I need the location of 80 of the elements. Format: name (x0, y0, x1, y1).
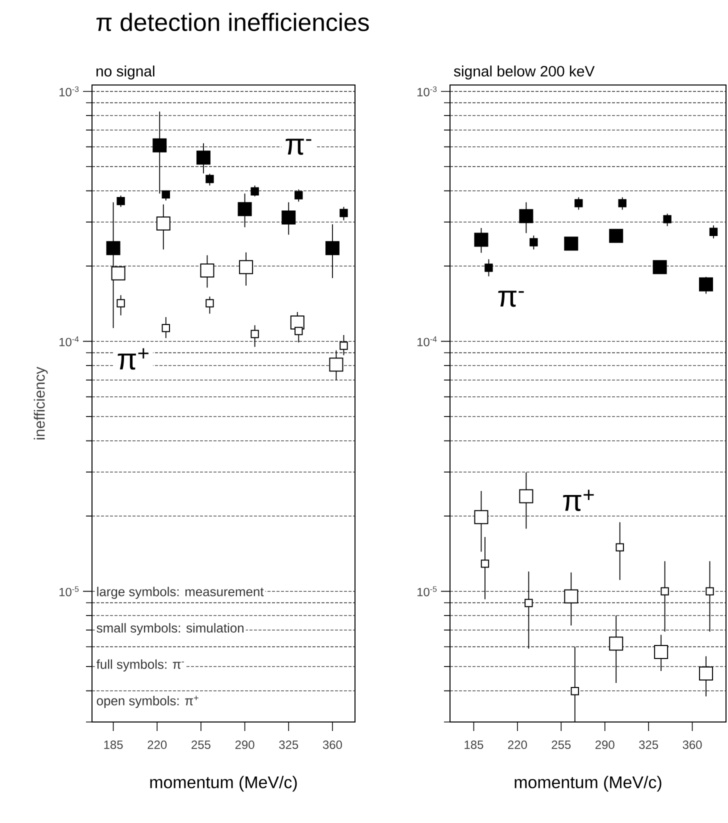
x-tick-label: 255 (192, 740, 210, 749)
point (652, 260, 667, 274)
point (519, 489, 534, 504)
y-tick-label: 10$^{-4}$ (60, 336, 79, 346)
x-tick-label: 360 (682, 740, 702, 749)
point (519, 209, 534, 224)
annotation: π$^{+}$ (563, 490, 594, 512)
y-tick-label: 10$^{-5}$ (418, 586, 437, 596)
chart-subtitle: no signal (96, 66, 154, 80)
annotation: full symbols: π$^{-}$ (96, 659, 184, 672)
annotation: open symbols: π$^{+}$ (96, 696, 198, 708)
point (663, 215, 672, 224)
point (660, 587, 669, 596)
x-tick-label: 325 (639, 740, 658, 749)
point (206, 174, 214, 184)
annotation: small symbols: simulation (96, 623, 244, 636)
point (340, 208, 348, 218)
point (706, 587, 714, 596)
point (239, 260, 254, 274)
point (574, 199, 583, 208)
point (699, 277, 714, 292)
x-axis-title: momentum (MeV/c) (150, 776, 297, 792)
point (654, 644, 668, 659)
point (116, 299, 125, 308)
point (484, 264, 493, 272)
y-tick-label: 10$^{-3}$ (418, 86, 437, 96)
point (524, 598, 533, 608)
point (206, 299, 214, 308)
point (616, 543, 624, 552)
y-tick-label: 10$^{-3}$ (60, 86, 79, 96)
y-tick-label: 10$^{-5}$ (60, 586, 79, 596)
y-tick-label: 10$^{-4}$ (418, 336, 437, 346)
point (699, 666, 714, 681)
point (609, 636, 624, 651)
point (196, 150, 210, 165)
point (250, 330, 259, 338)
annotation: π$^{-}$ (498, 290, 524, 307)
point (250, 187, 259, 196)
point (474, 510, 488, 524)
point (325, 241, 340, 256)
point (162, 324, 170, 332)
x-tick-label: 290 (595, 740, 614, 749)
point (238, 202, 252, 216)
point (618, 199, 626, 208)
point (111, 266, 126, 280)
point (294, 191, 303, 200)
point (200, 264, 214, 278)
point (106, 241, 120, 256)
point (564, 236, 578, 251)
point (530, 238, 538, 246)
x-tick-label: 290 (235, 740, 254, 749)
x-tick-label: 255 (552, 740, 571, 749)
annotation: π$^{-}$ (286, 138, 312, 155)
point (156, 216, 170, 231)
point (709, 228, 718, 236)
x-tick-label: 325 (279, 740, 298, 749)
point (564, 589, 578, 604)
point (116, 196, 125, 206)
x-tick-label: 185 (104, 740, 123, 749)
x-tick-label: 360 (322, 740, 342, 749)
x-axis-title: momentum (MeV/c) (514, 776, 662, 792)
point (290, 315, 304, 330)
chart-title: π detection inefficiencies (96, 12, 369, 32)
point (294, 326, 303, 336)
annotation: π$^{+}$ (118, 348, 148, 370)
point (480, 560, 490, 568)
y-axis-title: inefficiency (34, 366, 48, 440)
annotation: large symbols: measurement (97, 586, 264, 599)
chart-subtitle: signal below 200 keV (454, 66, 595, 80)
x-tick-label: 220 (508, 740, 527, 749)
point (329, 358, 344, 372)
point (570, 686, 579, 696)
point (340, 342, 348, 350)
point (152, 138, 167, 152)
point (609, 228, 624, 243)
x-tick-label: 185 (464, 740, 484, 749)
point (162, 190, 170, 199)
point (474, 232, 488, 247)
x-tick-label: 220 (148, 740, 167, 749)
point (282, 210, 296, 224)
